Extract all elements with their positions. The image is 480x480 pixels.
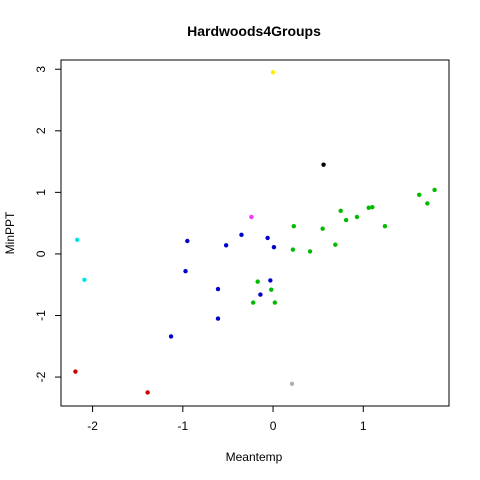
x-tick-label: -1 (177, 419, 188, 433)
data-point (168, 334, 174, 339)
data-point (432, 187, 437, 193)
x-tick-label: 0 (270, 419, 277, 433)
data-point (239, 232, 244, 238)
data-point (250, 300, 256, 305)
x-axis-label: Meantemp (226, 450, 283, 464)
data-point (321, 162, 326, 167)
data-point (289, 381, 295, 387)
chart-title: Hardwoods4Groups (187, 23, 321, 39)
data-point (343, 217, 349, 223)
x-tick-label: 1 (360, 419, 367, 433)
data-point (370, 204, 375, 210)
data-point (354, 214, 360, 220)
data-point (249, 214, 254, 220)
y-tick-label: 3 (34, 66, 48, 73)
data-point (145, 390, 150, 395)
data-point (82, 277, 87, 282)
data-point (215, 316, 221, 321)
y-tick-label: 2 (34, 127, 48, 134)
data-point (425, 201, 430, 206)
data-point (272, 300, 278, 305)
data-point (382, 224, 388, 229)
data-point (185, 238, 190, 244)
data-point (270, 70, 276, 75)
x-axis: -2 -1 0 1 (87, 405, 367, 433)
x-tick-label: -2 (87, 419, 98, 433)
data-point (255, 279, 260, 284)
y-tick-label: -1 (34, 310, 48, 321)
data-point (265, 235, 270, 241)
data-point (75, 237, 80, 242)
data-point (268, 278, 273, 283)
y-tick-label: 0 (34, 250, 48, 257)
data-point (271, 244, 277, 250)
data-points (73, 70, 437, 395)
y-tick-label: 1 (34, 189, 48, 196)
data-point (338, 208, 343, 214)
plot-frame (60, 59, 450, 407)
data-point (307, 249, 313, 254)
y-axis: -2 -1 0 1 2 3 (34, 66, 62, 382)
y-axis-label: MinPPT (3, 211, 17, 254)
data-point (258, 292, 263, 297)
data-point (73, 369, 78, 374)
data-point (183, 268, 188, 274)
data-point (223, 243, 229, 248)
data-point (366, 205, 371, 210)
data-point (320, 226, 325, 231)
data-point (290, 247, 296, 252)
data-point (333, 242, 338, 247)
data-point (291, 224, 296, 229)
data-point (417, 192, 422, 198)
y-tick-label: -2 (34, 371, 48, 382)
data-point (215, 286, 221, 292)
data-point (269, 287, 274, 292)
